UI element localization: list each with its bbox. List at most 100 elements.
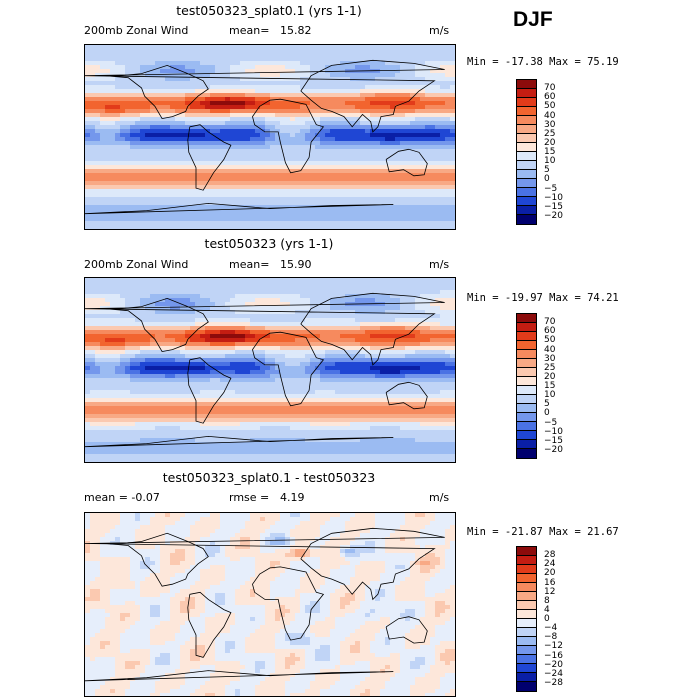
contour-cell [155, 97, 161, 102]
contour-cell [235, 338, 241, 343]
contour-cell [360, 57, 366, 62]
contour-cell [405, 358, 411, 363]
contour-cell [170, 53, 176, 58]
contour-cell [110, 45, 116, 50]
contour-cell [235, 290, 241, 295]
contour-cell [225, 189, 231, 194]
contour-cell [420, 318, 426, 323]
contour-cell [335, 85, 341, 90]
contour-cell [180, 282, 186, 287]
contour-cell [405, 133, 411, 138]
contour-cell [330, 286, 336, 291]
contour-cell [145, 358, 151, 363]
contour-cell [100, 322, 106, 327]
contour-cell [180, 81, 186, 86]
contour-cell [285, 49, 291, 54]
contour-cell [310, 121, 316, 126]
contour-cell [200, 173, 206, 178]
contour-cell [135, 197, 141, 202]
contour-cell [220, 117, 226, 122]
contour-cell [225, 209, 231, 214]
contour-cell [440, 314, 446, 319]
contour-cell [160, 302, 166, 307]
contour-cell [135, 334, 141, 339]
contour-cell [90, 338, 96, 343]
contour-cell [255, 189, 261, 194]
contour-cell [435, 153, 441, 158]
contour-cell [295, 346, 301, 351]
contour-cell [130, 181, 136, 186]
contour-cell [430, 326, 436, 331]
contour-cell [380, 306, 386, 311]
contour-cell [180, 358, 186, 363]
contour-cell [140, 121, 146, 126]
contour-cell [205, 89, 211, 94]
contour-cell [440, 49, 446, 54]
contour-cell [255, 326, 261, 331]
contour-cell [110, 213, 116, 218]
contour-cell [135, 185, 141, 190]
contour-cell [440, 133, 446, 138]
contour-cell [380, 73, 386, 78]
contour-cell [105, 213, 111, 218]
contour-cell [450, 45, 455, 50]
contour-cell [425, 141, 431, 146]
contour-cell [205, 161, 211, 166]
contour-cell [85, 73, 91, 78]
contour-cell [350, 109, 356, 114]
contour-cell [170, 125, 176, 130]
contour-cell [280, 342, 286, 347]
contour-cell [260, 201, 266, 206]
contour-cell [110, 129, 116, 134]
contour-cell [215, 49, 221, 54]
contour-cell [135, 310, 141, 315]
contour-cell [180, 109, 186, 114]
contour-cell [425, 129, 431, 134]
contour-cell [270, 109, 276, 114]
contour-cell [195, 101, 201, 106]
contour-cell [200, 193, 206, 198]
contour-cell [195, 205, 201, 210]
contour-cell [205, 109, 211, 114]
contour-cell [105, 45, 111, 50]
contour-cell [85, 322, 91, 327]
contour-cell [170, 318, 176, 323]
contour-cell [330, 177, 336, 182]
contour-cell [280, 322, 286, 327]
contour-cell [450, 181, 455, 186]
contour-cell [110, 282, 116, 287]
contour-cell [225, 117, 231, 122]
contour-cell [310, 177, 316, 182]
contour-cell [305, 133, 311, 138]
contour-cell [235, 93, 241, 98]
contour-cell [300, 57, 306, 62]
contour-cell [425, 117, 431, 122]
contour-cell [255, 77, 261, 82]
contour-cell [410, 133, 416, 138]
contour-cell [200, 169, 206, 174]
contour-cell [85, 169, 91, 174]
contour-cell [190, 121, 196, 126]
contour-cell [270, 177, 276, 182]
contour-cell [125, 278, 131, 283]
contour-cell [160, 185, 166, 190]
contour-cell [295, 149, 301, 154]
contour-cell [325, 45, 331, 50]
contour-cell [325, 181, 331, 186]
contour-cell [290, 85, 296, 90]
contour-cell [230, 149, 236, 154]
contour-cell [420, 330, 426, 335]
contour-cell [135, 125, 141, 130]
contour-cell [360, 334, 366, 339]
contour-cell [385, 294, 391, 299]
contour-cell [415, 93, 421, 98]
contour-cell [315, 89, 321, 94]
contour-cell [100, 298, 106, 303]
contour-cell [315, 65, 321, 70]
contour-cell [315, 161, 321, 166]
contour-cell [125, 65, 131, 70]
contour-cell [100, 185, 106, 190]
contour-cell [415, 282, 421, 287]
contour-cell [120, 161, 126, 166]
contour-cell [275, 89, 281, 94]
